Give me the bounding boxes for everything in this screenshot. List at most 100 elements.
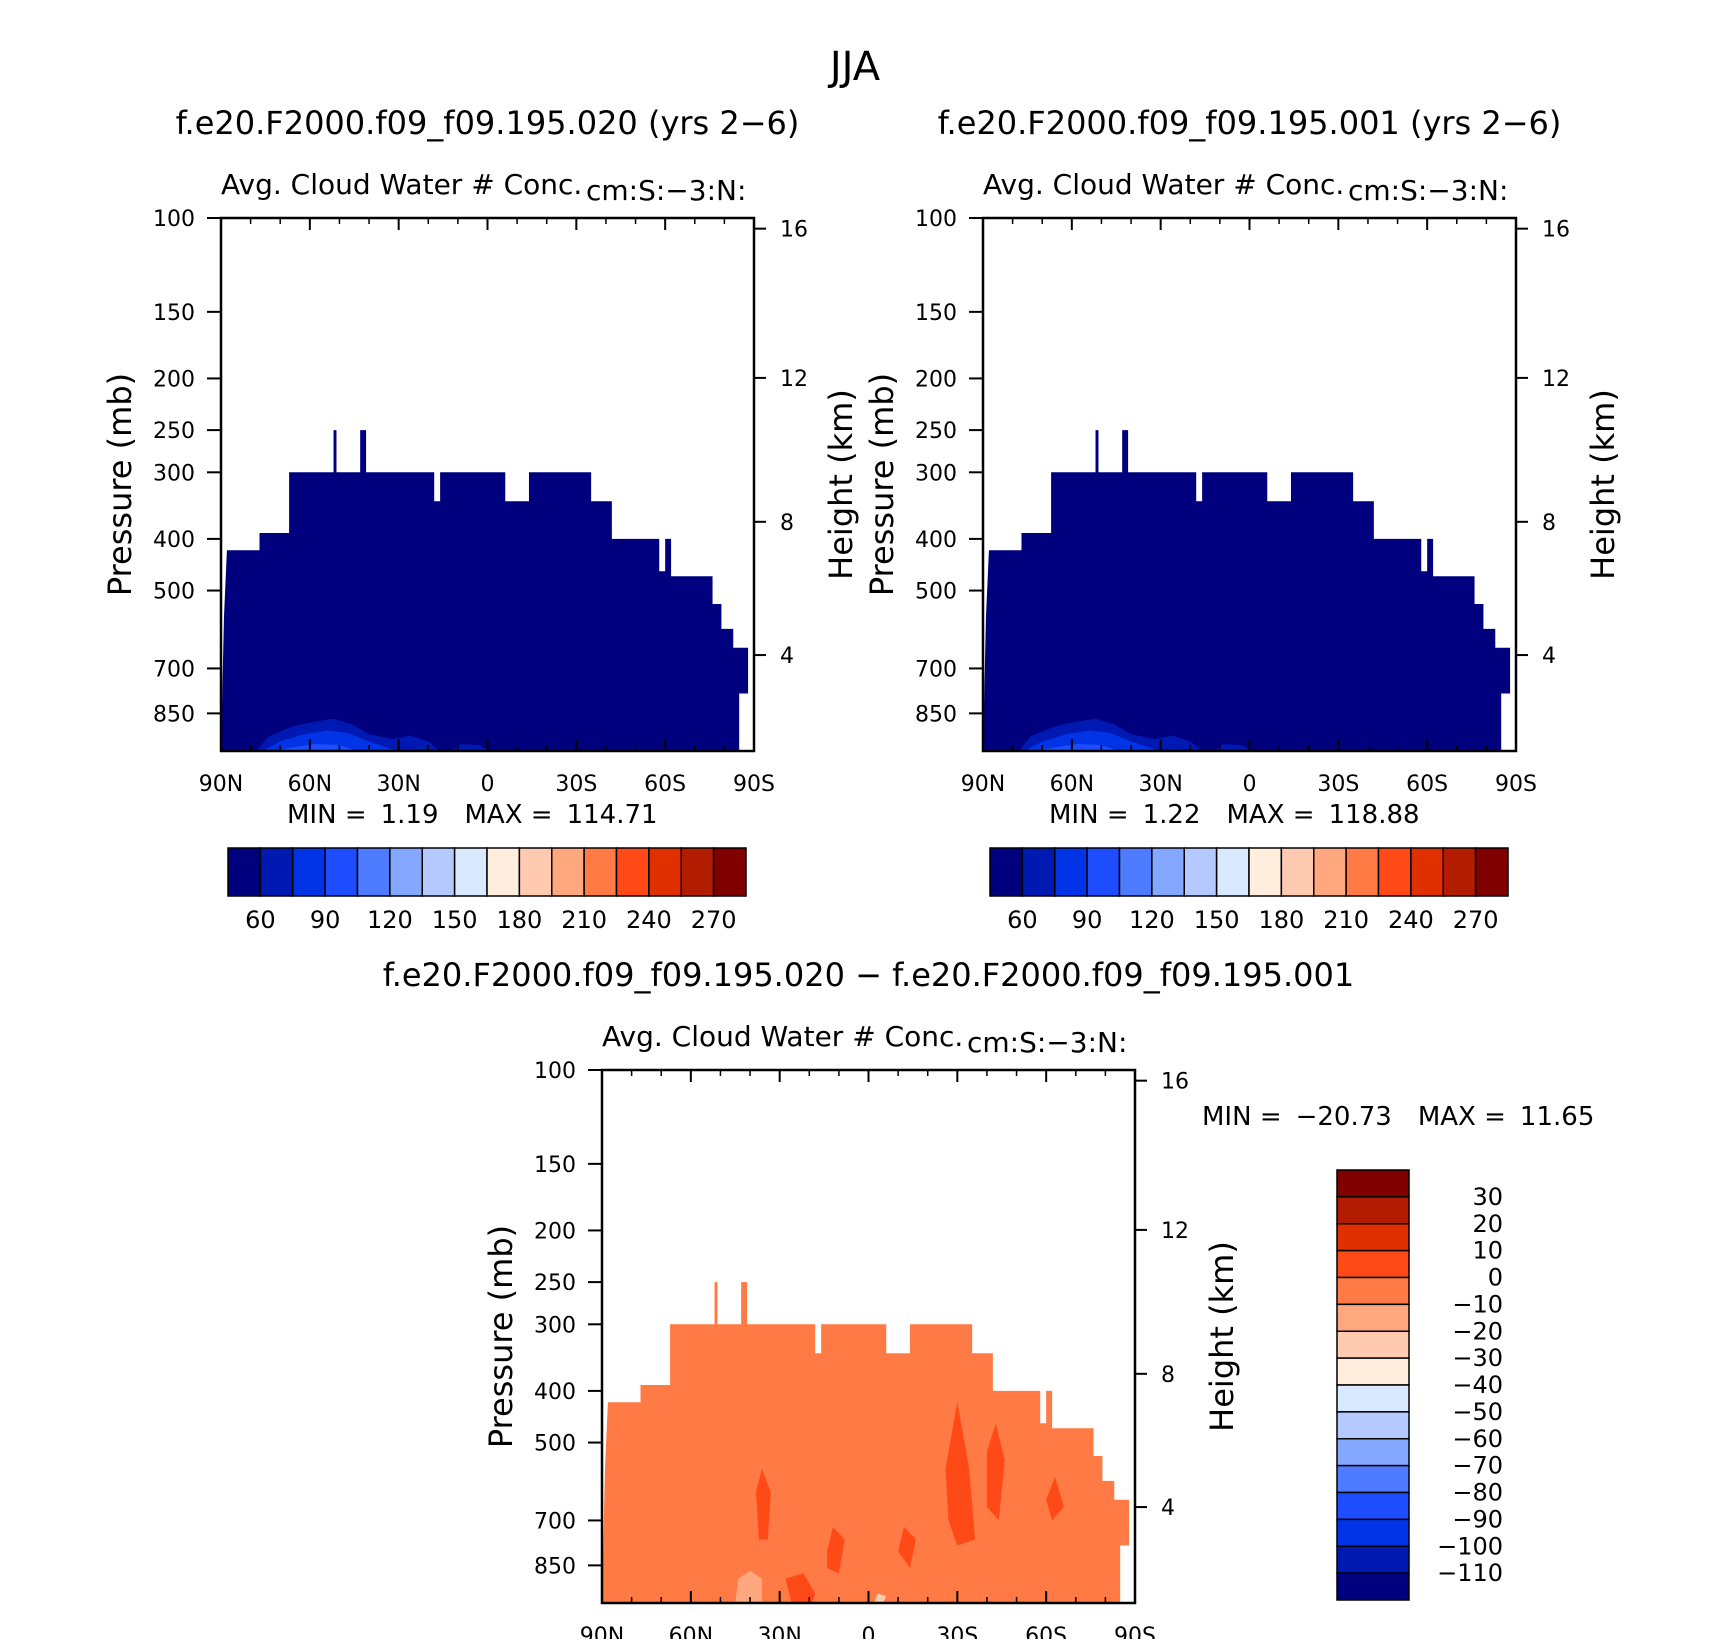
panel-title: f.e20.F2000.f09_f09.195.001 (yrs 2−6) <box>938 104 1562 142</box>
y-tick-label: 400 <box>153 528 195 553</box>
x-tick-label: 90S <box>733 772 775 797</box>
colorbar-label: −70 <box>1452 1452 1503 1480</box>
x-tick-label: 90S <box>1114 1624 1156 1639</box>
chart-panel-1: f.e20.F2000.f09_f09.195.020 (yrs 2−6) Avg… <box>101 104 860 934</box>
y-right-tick-label: 4 <box>1161 1496 1175 1521</box>
y-tick-label: 700 <box>915 657 957 682</box>
y-tick-label: 300 <box>534 1313 576 1338</box>
min-label: MIN = <box>287 800 367 830</box>
y-tick-label: 150 <box>153 301 195 326</box>
colorbar-label: 120 <box>367 906 413 934</box>
colorbar-swatch <box>1410 847 1444 897</box>
x-tick-label: 0 <box>1243 772 1257 797</box>
colorbar-swatch <box>712 847 747 897</box>
y-tick-label: 200 <box>534 1219 576 1244</box>
y-tick-label: 100 <box>915 207 957 232</box>
y-tick-label: 850 <box>153 702 195 727</box>
contour-negative-1 <box>755 1468 771 1540</box>
y-tick-label: 300 <box>915 461 957 486</box>
min-max-annotation: MIN = 1.22 MAX = 118.88 <box>1049 800 1420 830</box>
y-tick-label: 850 <box>915 702 957 727</box>
y-tick-label: 850 <box>534 1554 576 1579</box>
colorbar-swatch <box>1021 847 1056 897</box>
colorbar-label: 90 <box>1072 906 1103 934</box>
colorbar-label: −60 <box>1452 1425 1503 1453</box>
colorbar-swatch <box>1377 847 1412 897</box>
x-tick-label: 90N <box>961 772 1005 797</box>
min-label: MIN = <box>1049 800 1129 830</box>
x-tick-label: 30N <box>1138 772 1182 797</box>
x-tick-label: 30S <box>555 772 597 797</box>
colorbar-swatch <box>1336 1196 1410 1225</box>
colorbar-swatch <box>1054 847 1088 897</box>
max-label: MAX = <box>465 800 553 830</box>
max-label: MAX = <box>1418 1102 1506 1132</box>
contour-negative-2 <box>827 1526 845 1574</box>
y-right-axis-label: Height (km) <box>1584 389 1622 580</box>
min-value: 1.19 <box>381 800 439 830</box>
contour-negative-6 <box>1046 1476 1064 1521</box>
panel-units: cm:S:−3:N: <box>967 1026 1127 1059</box>
colorbar-swatch <box>421 847 456 897</box>
panel-title: f.e20.F2000.f09_f09.195.020 − f.e20.F200… <box>383 956 1355 994</box>
colorbar-label: 60 <box>1007 906 1038 934</box>
x-tick-label: 60N <box>1050 772 1094 797</box>
y-tick-label: 400 <box>915 528 957 553</box>
colorbar-label: 90 <box>310 906 341 934</box>
y-tick-label: 500 <box>153 580 195 605</box>
min-value: −20.73 <box>1296 1102 1392 1132</box>
colorbar-swatch <box>1336 1438 1410 1467</box>
colorbar-label: 150 <box>432 906 478 934</box>
colorbar-label: 210 <box>561 906 607 934</box>
colorbar-swatch <box>1442 847 1477 897</box>
y-tick-label: 700 <box>534 1509 576 1534</box>
colorbar-label: 20 <box>1472 1210 1503 1238</box>
colorbar-swatch <box>1336 1276 1410 1306</box>
panel-subtitle: Avg. Cloud Water # Conc. <box>602 1020 963 1053</box>
y-axis-label: Pressure (mb) <box>863 373 901 596</box>
y-tick-label: 500 <box>534 1432 576 1457</box>
y-tick-label: 150 <box>534 1153 576 1178</box>
contour-negative-3 <box>785 1573 816 1603</box>
colorbar-label: −100 <box>1437 1532 1503 1560</box>
colorbar-swatch <box>1336 1518 1410 1547</box>
contour-negative-5 <box>986 1423 1005 1521</box>
contour-light-1 <box>735 1570 762 1603</box>
colorbar-swatch <box>1336 1545 1410 1574</box>
colorbar-swatch <box>1345 847 1380 897</box>
y-right-tick-label: 12 <box>780 367 808 392</box>
colorbar-label: 30 <box>1472 1183 1503 1211</box>
y-right-tick-label: 12 <box>1542 367 1570 392</box>
colorbar-swatch <box>1280 847 1315 897</box>
contour-fill <box>602 1282 1130 1603</box>
y-tick-label: 700 <box>153 657 195 682</box>
x-tick-label: 60S <box>644 772 686 797</box>
colorbar-swatch <box>389 847 423 897</box>
panel-title: f.e20.F2000.f09_f09.195.020 (yrs 2−6) <box>176 104 800 142</box>
panel-subtitle: Avg. Cloud Water # Conc. <box>983 168 1344 201</box>
min-value: 1.22 <box>1143 800 1201 830</box>
panel-units: cm:S:−3:N: <box>1348 174 1508 207</box>
x-tick-label: 30N <box>757 1624 801 1639</box>
y-tick-label: 250 <box>915 419 957 444</box>
y-tick-label: 500 <box>915 580 957 605</box>
y-right-tick-label: 4 <box>780 644 794 669</box>
chart-panel-2: f.e20.F2000.f09_f09.195.001 (yrs 2−6) Avg… <box>863 104 1622 934</box>
contour-negative-4 <box>945 1402 976 1546</box>
colorbar-label: −80 <box>1452 1479 1503 1507</box>
colorbar-swatch <box>453 847 488 897</box>
page-title: JJA <box>827 44 881 90</box>
contour-level-2 <box>262 730 399 751</box>
min-label: MIN = <box>1202 1102 1282 1132</box>
x-tick-label: 60N <box>669 1624 713 1639</box>
colorbar-swatch <box>583 847 618 897</box>
x-tick-label: 90N <box>199 772 243 797</box>
colorbar-swatch <box>1336 1169 1410 1198</box>
chart-panel-3: f.e20.F2000.f09_f09.195.020 − f.e20.F200… <box>383 956 1595 1643</box>
x-tick-label: 60S <box>1406 772 1448 797</box>
panel-subtitle: Avg. Cloud Water # Conc. <box>221 168 582 201</box>
contour-level-patch <box>451 743 491 751</box>
colorbar-label: −10 <box>1452 1290 1503 1318</box>
y-right-tick-label: 16 <box>780 218 808 243</box>
